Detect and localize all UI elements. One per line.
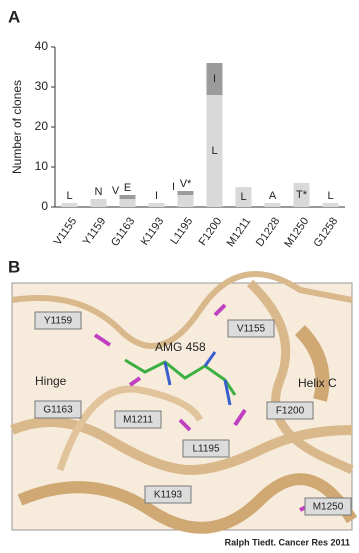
annotation: AMG 458 xyxy=(155,340,206,354)
x-tick-label: D1228 xyxy=(254,216,282,249)
x-tick-label: M1211 xyxy=(225,216,254,250)
segment-label: A xyxy=(269,190,277,202)
residue-label: Y1159 xyxy=(44,316,73,327)
residue-label: V1155 xyxy=(237,324,266,335)
segment-label: E xyxy=(124,182,131,194)
residue-box xyxy=(266,401,314,420)
residue-box xyxy=(304,497,352,516)
segment-label: L xyxy=(66,190,72,202)
x-tick-label: F1200 xyxy=(197,216,225,248)
residue-box xyxy=(34,311,82,330)
residue-box xyxy=(182,439,230,458)
bar-segment xyxy=(90,199,107,207)
bar-segment xyxy=(148,203,165,207)
x-tick-label: M1250 xyxy=(282,216,311,250)
segment-label: I xyxy=(172,181,175,193)
residue-box xyxy=(144,485,192,504)
panel-label: B xyxy=(8,257,20,276)
residue-box xyxy=(34,400,82,419)
annotation: Hinge xyxy=(35,374,67,388)
segment-label: L xyxy=(240,191,246,203)
y-tick-label: 20 xyxy=(35,119,49,133)
segment-label: N xyxy=(95,186,103,198)
y-tick-label: 0 xyxy=(41,199,48,213)
residue-label: L1195 xyxy=(192,444,220,455)
residue-label: M1211 xyxy=(123,415,153,426)
x-tick-label: Y1159 xyxy=(81,216,109,248)
x-tick-label: G1258 xyxy=(312,216,341,250)
segment-label: V* xyxy=(180,178,192,190)
segment-label: L xyxy=(327,190,333,202)
segment-label: I xyxy=(155,190,158,202)
annotation: Helix C xyxy=(298,376,337,390)
x-tick-label: G1163 xyxy=(109,216,137,249)
panel-label: A xyxy=(8,7,20,26)
y-axis-label: Number of clones xyxy=(10,80,24,174)
residue-box xyxy=(227,319,275,338)
bar-segment xyxy=(322,203,339,207)
segment-label: L xyxy=(211,145,217,157)
credit: Ralph Tiedt. Cancer Res 2011 xyxy=(225,537,350,547)
residue-label: F1200 xyxy=(276,406,305,417)
x-tick-label: L1195 xyxy=(168,216,195,247)
y-tick-label: 10 xyxy=(35,159,49,173)
bar-segment xyxy=(206,63,223,95)
segment-label: I xyxy=(213,73,216,85)
x-tick-label: V1155 xyxy=(52,216,80,248)
bar-segment xyxy=(235,187,252,207)
segment-label: T* xyxy=(296,189,308,201)
bar-segment xyxy=(206,95,223,207)
bar-segment xyxy=(177,191,194,195)
bar-segment xyxy=(264,203,281,207)
segment-label: V xyxy=(112,185,120,197)
bar-segment xyxy=(293,183,310,207)
bar-segment xyxy=(119,195,136,199)
residue-box xyxy=(114,410,162,429)
residue-label: K1193 xyxy=(154,490,183,501)
residue-label: M1250 xyxy=(313,502,344,513)
bar-segment xyxy=(177,195,194,207)
bar-segment xyxy=(61,203,78,207)
y-tick-label: 40 xyxy=(35,39,49,53)
y-tick-label: 30 xyxy=(35,79,49,93)
residue-label: G1163 xyxy=(43,405,73,416)
x-tick-label: K1193 xyxy=(139,216,167,248)
bar-segment xyxy=(119,199,136,207)
